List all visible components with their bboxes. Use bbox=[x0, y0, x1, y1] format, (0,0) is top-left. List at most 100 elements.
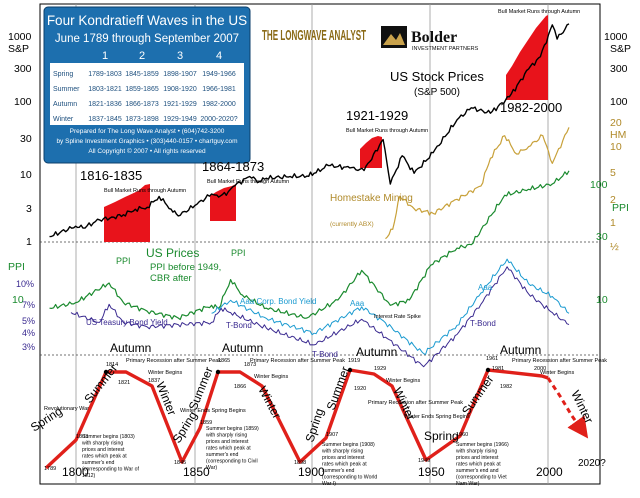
season-period: 1898-1907 bbox=[163, 71, 197, 78]
season-summer-3: Summer bbox=[324, 365, 353, 412]
summer-note-line: with sharply rising bbox=[456, 449, 497, 455]
summer-note-line: War I) bbox=[322, 481, 336, 487]
bull-period-1982-2000: 1982-2000 bbox=[500, 100, 562, 115]
summer-note-line: Summer begins (1908) bbox=[322, 442, 375, 448]
right-hm-tick-2: 2 bbox=[610, 194, 616, 206]
wave-year-1929: 1929 bbox=[374, 366, 386, 372]
interest-spike-label: Interest Rate Spike bbox=[374, 314, 421, 320]
wave-number-1: 1 bbox=[102, 50, 108, 62]
yield-tick-4: 4% bbox=[22, 328, 35, 338]
right-hm-tick-1: 1 bbox=[610, 217, 616, 229]
wave-year-1961: 1961 bbox=[486, 356, 498, 362]
x-tick-1800: 1800 bbox=[62, 465, 89, 479]
wave-year-1920: 1920 bbox=[354, 386, 366, 392]
series-line-2 bbox=[385, 127, 570, 240]
series-line-1 bbox=[49, 170, 570, 321]
left-sp-tick-1: 1 bbox=[26, 236, 32, 248]
season-autumn-1: Autumn bbox=[110, 341, 151, 355]
season-period: 1921-1929 bbox=[163, 101, 197, 108]
bull-note-1816-1835: Bull Market Runs through Autumn bbox=[104, 188, 186, 194]
wave-number-4: 4 bbox=[216, 50, 222, 62]
season-period: 1908-1920 bbox=[163, 86, 197, 93]
bull-note-1864-1873: Bull Market Runs through Autumn bbox=[207, 179, 289, 185]
wave-year-1949: 1949 bbox=[418, 458, 430, 464]
yield-tick-5: 5% bbox=[22, 316, 35, 326]
summer-note-line: (corresponding to World bbox=[322, 475, 377, 481]
wave-year-1919: 1919 bbox=[348, 358, 360, 364]
summer-note-line: with sharply rising bbox=[82, 441, 123, 447]
season-table: Spring 1789-1803 1845-1859 1898-1907 1949-19… bbox=[53, 71, 238, 123]
aaa-label-1: Aaa bbox=[350, 299, 365, 308]
summer-note-line: 1812) bbox=[82, 473, 96, 479]
bull-period-1921-1929: 1921-1929 bbox=[346, 108, 408, 123]
season-period: 2000-2020? bbox=[200, 116, 237, 123]
wave-year-1803: 1803 bbox=[76, 434, 88, 440]
left-yield-axis: 10% 7% 5% 4% 3% bbox=[16, 279, 35, 352]
wave-year-1814: 1814 bbox=[106, 362, 118, 368]
right-ppi-tick-10: 10 bbox=[596, 294, 608, 306]
homestake-sublabel: (currently ABX) bbox=[330, 221, 374, 228]
bull-period-1816-1835: 1816-1835 bbox=[80, 168, 142, 183]
note-winter-begins-4: Winter Begins bbox=[540, 370, 574, 376]
season-row-winter: Winter bbox=[53, 116, 74, 123]
chart-annotations: US Stock Prices (S&P 500) 1816-1835 Bull… bbox=[80, 9, 580, 359]
wave-number-3: 3 bbox=[177, 50, 183, 62]
wave-layer bbox=[44, 367, 549, 470]
note-primary-recession-1: Primary Recession after Summer Peak bbox=[126, 358, 221, 364]
summer-note-line: prices and interest bbox=[322, 455, 365, 461]
header-title: Four Kondratieff Waves in the US bbox=[47, 13, 247, 28]
summer-note-line: summer's end bbox=[322, 468, 355, 474]
left-ppi-tick-10: 10 bbox=[12, 294, 24, 306]
left-ppi-label: PPI bbox=[8, 261, 25, 273]
right-hm-tick-10: 10 bbox=[610, 141, 622, 153]
treasury-label: US Teasury Bond Yield bbox=[86, 318, 168, 327]
header-box: Four Kondratieff Waves in the US June 17… bbox=[43, 6, 251, 164]
summer-peak-dot-1 bbox=[103, 369, 109, 375]
summer-note-line: prices and interest bbox=[82, 447, 125, 453]
us-prices-label: US Prices bbox=[146, 246, 199, 260]
x-tick-1950: 1950 bbox=[418, 465, 445, 479]
season-period: 1873-1898 bbox=[125, 116, 159, 123]
right-sp-tick-100: 100 bbox=[610, 96, 628, 108]
us-prices-sublabel-1: PPI before 1949, bbox=[150, 262, 221, 273]
wave-year-1837: 1837 bbox=[148, 378, 160, 384]
series-line-3 bbox=[70, 266, 570, 368]
yield-tick-10: 10% bbox=[16, 279, 34, 289]
wave-number-2: 2 bbox=[139, 50, 145, 62]
summer-note-line: War) bbox=[206, 465, 217, 471]
bull-note-1982-2000: Bull Market Runs through Autumn bbox=[498, 9, 580, 15]
wave-year-1866: 1866 bbox=[234, 384, 246, 390]
summer-note-line: summer's end bbox=[206, 452, 239, 458]
bolder-logo-subtext: INVESTMENT PARTNERS bbox=[412, 46, 479, 52]
season-summer-4: Summer bbox=[459, 373, 496, 418]
x-tick-1850: 1850 bbox=[183, 465, 210, 479]
note-winter-ends-1: Winter Ends Spring Begins bbox=[180, 408, 246, 414]
bolder-logo: Bolder INVESTMENT PARTNERS bbox=[381, 26, 479, 52]
summer-note-line: prices and interest bbox=[456, 455, 499, 461]
x-tick-1900: 1900 bbox=[298, 465, 325, 479]
summer-note-line: Summer begins (1859) bbox=[206, 426, 259, 432]
wave-year-1821: 1821 bbox=[118, 380, 130, 386]
summer-note-line: with sharply rising bbox=[206, 433, 247, 439]
left-sp-tick-10: 10 bbox=[20, 169, 32, 181]
wave-year-1982: 1982 bbox=[500, 384, 512, 390]
summer-note-line: summer's end and bbox=[456, 468, 499, 474]
ppi-tag-middle: PPI bbox=[231, 248, 246, 258]
season-period: 1966-1981 bbox=[202, 86, 236, 93]
bull-area-1982-2000 bbox=[506, 15, 548, 100]
left-sp-tick-100: 100 bbox=[14, 96, 32, 108]
credit-line-2: by Spline Investment Graphics • (303)440… bbox=[56, 138, 237, 145]
yield-tick-7: 7% bbox=[22, 300, 35, 310]
aaa-corp-label: Aaa Corp. Bond Yield bbox=[240, 297, 317, 306]
bolder-logo-text: Bolder bbox=[411, 29, 457, 46]
aaa-label-2: Aaa bbox=[478, 283, 493, 292]
final-winter-arrow bbox=[546, 377, 589, 439]
series-line-4 bbox=[211, 258, 570, 355]
left-sp-tick-30: 30 bbox=[20, 133, 32, 145]
season-period: 1859-1865 bbox=[125, 86, 159, 93]
x-axis: 1800 1850 1900 1950 2000 2020? bbox=[62, 458, 606, 479]
bull-period-1864-1873: 1864-1873 bbox=[202, 159, 264, 174]
season-winter-2: Winter bbox=[255, 384, 284, 421]
